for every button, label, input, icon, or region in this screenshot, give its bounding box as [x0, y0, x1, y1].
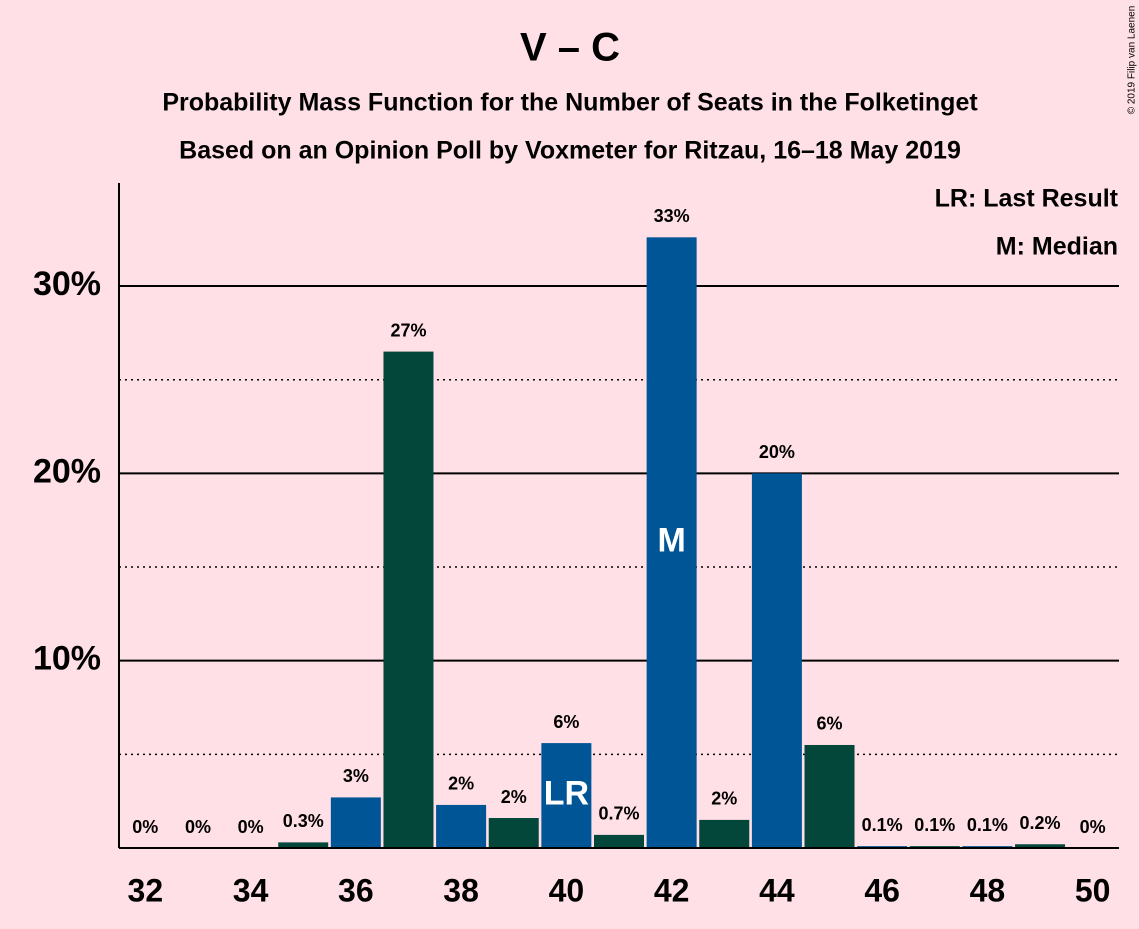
credit: © 2019 Filip van Laenen [1127, 6, 1138, 115]
bar [488, 818, 539, 848]
x-tick-label: 50 [1075, 872, 1111, 908]
y-tick-label: 20% [33, 452, 101, 490]
value-label: 0.1% [967, 815, 1008, 835]
value-label: 0.1% [862, 815, 903, 835]
value-label: 0.3% [283, 811, 324, 831]
chart-subtitle: Based on an Opinion Poll by Voxmeter for… [179, 137, 961, 165]
x-tick-label: 34 [233, 872, 269, 908]
value-label: 33% [654, 206, 690, 226]
bar [646, 237, 697, 848]
x-tick-label: 44 [759, 872, 795, 908]
value-label: 0.2% [1020, 813, 1061, 833]
value-label: 0% [132, 817, 158, 837]
value-label: 0.1% [914, 815, 955, 835]
x-tick-label: 32 [128, 872, 164, 908]
value-label: 2% [501, 787, 527, 807]
value-label: 6% [553, 712, 579, 732]
bar [1015, 844, 1066, 848]
annotation: M [657, 522, 685, 560]
value-label: 0.7% [598, 804, 639, 824]
chart-subtitle: Probability Mass Function for the Number… [162, 89, 978, 117]
legend-note: M: Median [996, 233, 1118, 261]
x-tick-label: 42 [654, 872, 690, 908]
x-tick-label: 46 [864, 872, 900, 908]
bar [804, 744, 855, 848]
bar [594, 834, 644, 848]
y-tick-label: 30% [33, 265, 101, 303]
x-tick-label: 38 [443, 872, 479, 908]
value-label: 0% [185, 817, 211, 837]
bar [278, 842, 329, 848]
annotation: LR [544, 775, 589, 813]
legend-note: LR: Last Result [935, 185, 1119, 213]
value-label: 0% [1080, 817, 1106, 837]
chart-title: V – C [520, 26, 620, 70]
x-tick-label: 48 [970, 872, 1006, 908]
y-tick-label: 10% [33, 640, 101, 678]
value-label: 0% [238, 817, 264, 837]
bar [383, 351, 434, 848]
value-label: 2% [711, 789, 737, 809]
value-label: 20% [759, 442, 795, 462]
bar [699, 819, 750, 848]
x-tick-label: 40 [549, 872, 585, 908]
bar [541, 743, 592, 848]
bar [330, 797, 381, 848]
value-label: 2% [448, 774, 474, 794]
bar [436, 804, 487, 848]
x-tick-label: 36 [338, 872, 374, 908]
value-label: 27% [390, 320, 426, 340]
bar [751, 473, 802, 848]
value-label: 3% [343, 766, 369, 786]
value-label: 6% [817, 714, 843, 734]
